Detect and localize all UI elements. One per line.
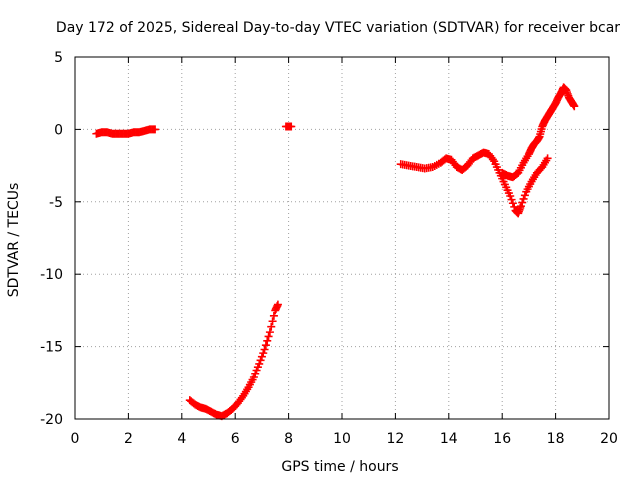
data-point — [261, 341, 270, 350]
segment-late-low — [396, 148, 552, 218]
data-point — [506, 192, 515, 201]
segment-dip — [185, 300, 282, 421]
data-point — [264, 332, 273, 341]
data-point — [269, 311, 278, 320]
x-axis-label: GPS time / hours — [281, 459, 398, 475]
data-point — [267, 322, 276, 331]
x-tick-label: 0 — [71, 431, 80, 447]
grid-lines — [75, 57, 609, 419]
x-tick-label: 12 — [386, 431, 404, 447]
data-point — [151, 125, 160, 134]
data-point — [255, 359, 264, 368]
tick-labels: 0 2 4 6 8 10 12 14 16 18 20 5 0 -5 -10 -15 -20 — [40, 50, 618, 447]
data-point — [519, 194, 528, 203]
y-axis-label: SDTVAR / TECUs — [6, 183, 22, 298]
data-point — [507, 195, 516, 204]
x-tick-label: 6 — [231, 431, 240, 447]
x-tick-label: 16 — [493, 431, 511, 447]
data-points — [92, 83, 579, 421]
data-point — [570, 102, 579, 111]
data-point — [510, 202, 519, 211]
segment-early — [92, 125, 160, 138]
y-tick-label: -20 — [40, 412, 63, 428]
data-point — [488, 155, 497, 164]
segment-hour-8 — [281, 122, 296, 131]
data-point — [268, 317, 277, 326]
segment-late-high — [498, 83, 579, 182]
data-point — [256, 356, 265, 365]
data-point — [257, 352, 266, 361]
plot-frame — [74, 56, 610, 420]
y-tick-label: -15 — [40, 340, 63, 356]
x-tick-label: 14 — [440, 431, 458, 447]
x-tick-label: 2 — [124, 431, 133, 447]
y-tick-label: -10 — [40, 267, 63, 283]
y-tick-label: 0 — [54, 122, 63, 138]
data-point — [263, 336, 272, 345]
y-tick-label: 5 — [54, 50, 63, 66]
data-point — [265, 328, 274, 337]
data-point — [259, 349, 268, 358]
data-point — [518, 198, 527, 207]
y-tick-label: -5 — [49, 195, 63, 211]
data-point — [287, 122, 296, 131]
data-point — [508, 199, 517, 208]
x-tick-label: 4 — [177, 431, 186, 447]
data-point — [520, 191, 529, 200]
x-tick-label: 20 — [600, 431, 618, 447]
chart-title: Day 172 of 2025, Sidereal Day-to-day VTE… — [56, 20, 620, 36]
data-point — [516, 202, 525, 211]
data-point — [273, 300, 282, 309]
x-tick-label: 10 — [333, 431, 351, 447]
x-tick-label: 8 — [284, 431, 293, 447]
data-point — [543, 154, 552, 163]
x-tick-label: 18 — [547, 431, 565, 447]
data-point — [260, 345, 269, 354]
axis-ticks — [74, 56, 610, 420]
